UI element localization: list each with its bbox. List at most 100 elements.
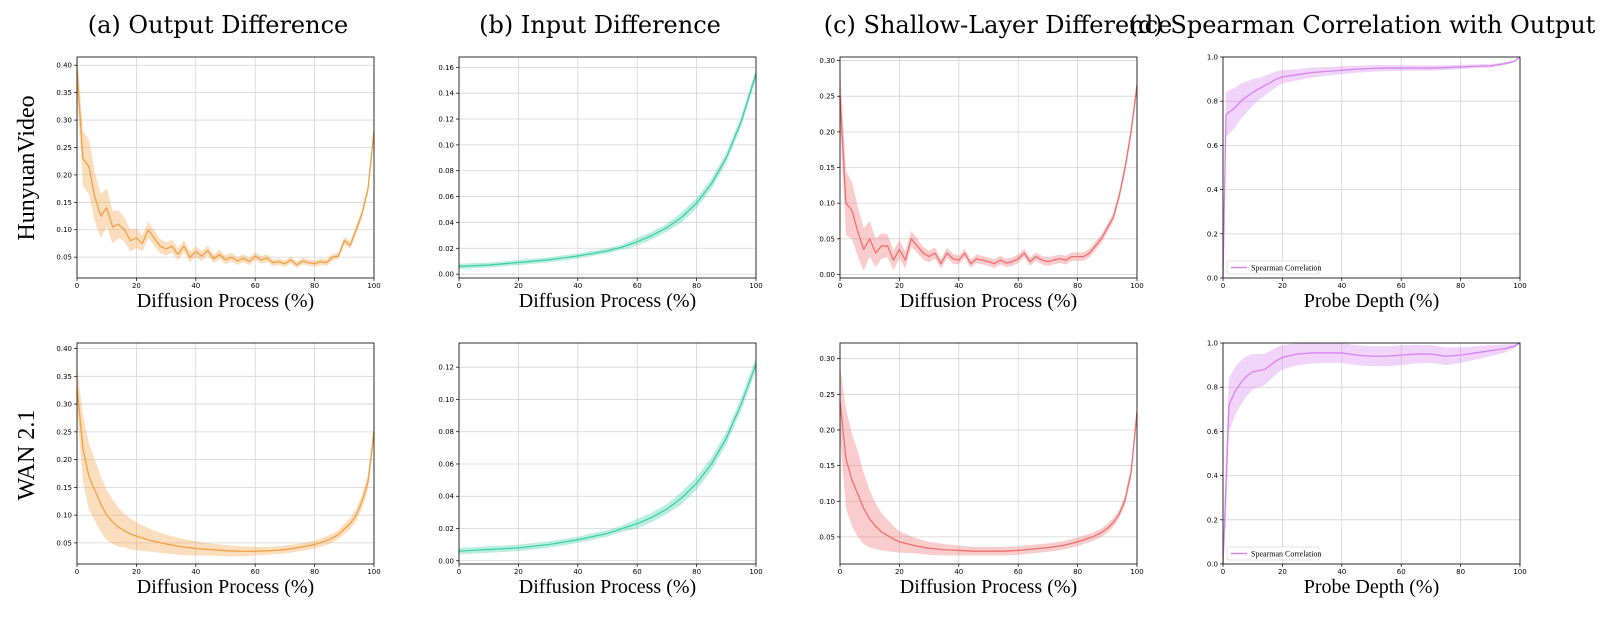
- series-confidence-band: [840, 365, 1137, 556]
- x-tick-label: 20: [895, 568, 904, 576]
- chart-panel-6: 0 20 40 60 80 100 0.00 0.02 0.04 0.06 0.08 0.10 0.12…: [438, 342, 763, 598]
- y-tick-label: 0.8: [1207, 98, 1218, 106]
- y-tick-label: 0.2: [1207, 516, 1218, 524]
- y-tick-label: 0.00: [438, 271, 454, 279]
- y-tick-label: 0.08: [438, 428, 454, 436]
- legend: Spearman Correlation: [1226, 546, 1321, 561]
- x-tick-label: 80: [1456, 568, 1465, 576]
- x-tick-label: 0: [75, 282, 79, 290]
- y-tick-label: 0.6: [1207, 428, 1219, 436]
- x-tick-label: 60: [1397, 282, 1406, 290]
- series-confidence-band: [77, 365, 374, 557]
- x-axis-label: Diffusion Process (%): [900, 576, 1077, 598]
- series-confidence-band: [1223, 57, 1520, 278]
- row-label-1: HunyuanVideo: [14, 95, 40, 240]
- y-tick-label: 0.14: [438, 90, 454, 98]
- plot-frame: [458, 56, 757, 279]
- y-tick-label: 0.05: [56, 539, 72, 547]
- x-tick-label: 100: [1130, 568, 1143, 576]
- y-tick-label: 0.30: [56, 117, 72, 125]
- series-line: [76, 70, 375, 266]
- y-tick-label: 0.20: [819, 426, 835, 434]
- y-tick-label: 0.0: [1207, 275, 1218, 283]
- y-tick-label: 0.6: [1207, 142, 1219, 150]
- x-tick-label: 20: [895, 282, 904, 290]
- y-tick-label: 0.20: [56, 456, 72, 464]
- y-tick-label: 0.10: [819, 200, 835, 208]
- legend-entry: Spearman Correlation: [1251, 264, 1321, 273]
- x-tick-label: 40: [573, 282, 582, 290]
- y-tick-label: 0.20: [819, 128, 835, 136]
- x-tick-label: 20: [1278, 568, 1287, 576]
- x-tick-label: 40: [1337, 568, 1346, 576]
- column-title-1: (a) Output Difference: [88, 11, 348, 39]
- y-tick-label: 0.25: [56, 428, 72, 436]
- series-line: [839, 85, 1138, 265]
- x-tick-label: 40: [191, 282, 200, 290]
- y-tick-label: 0.40: [56, 345, 72, 353]
- x-tick-label: 20: [1278, 282, 1287, 290]
- y-tick-label: 0.35: [56, 89, 72, 97]
- chart-panel-2: 0 20 40 60 80 100 0.00 0.02 0.04 0.06 0.08 0.10 0.12…: [438, 56, 763, 312]
- y-tick-label: 0.30: [819, 355, 835, 363]
- y-tick-label: 0.12: [438, 364, 454, 372]
- y-tick-label: 0.25: [819, 93, 835, 101]
- x-axis-label: Diffusion Process (%): [900, 290, 1077, 312]
- chart-panel-1: 0 20 40 60 80 100 0.05 0.10 0.15 0.20 0.25 0.30 0.35…: [56, 51, 381, 312]
- x-tick-label: 100: [1513, 568, 1526, 576]
- y-tick-label: 0.25: [819, 391, 835, 399]
- x-axis-label: Diffusion Process (%): [137, 576, 314, 598]
- x-tick-label: 0: [1221, 568, 1225, 576]
- x-tick-label: 60: [633, 568, 642, 576]
- y-tick-label: 0.02: [438, 245, 454, 253]
- x-tick-label: 20: [514, 568, 523, 576]
- y-tick-label: 0.10: [819, 498, 835, 506]
- y-tick-label: 0.0: [1207, 561, 1218, 569]
- y-tick-label: 0.05: [56, 254, 72, 262]
- x-tick-label: 80: [692, 568, 701, 576]
- x-tick-label: 60: [1397, 568, 1406, 576]
- x-tick-label: 60: [633, 282, 642, 290]
- x-tick-label: 40: [954, 282, 963, 290]
- x-tick-label: 100: [749, 282, 762, 290]
- series-line: [458, 73, 757, 268]
- y-tick-label: 1.0: [1207, 340, 1218, 348]
- series-line: [1222, 56, 1521, 279]
- column-title-3: (c) Shallow-Layer Difference: [824, 11, 1173, 39]
- x-tick-label: 20: [514, 282, 523, 290]
- y-tick-label: 0.15: [56, 484, 72, 492]
- legend-entry: Spearman Correlation: [1251, 550, 1321, 559]
- x-tick-label: 40: [191, 568, 200, 576]
- x-tick-label: 0: [1221, 282, 1225, 290]
- y-tick-label: 0.10: [438, 141, 454, 149]
- x-tick-label: 40: [573, 568, 582, 576]
- y-tick-label: 1.0: [1207, 54, 1218, 62]
- y-tick-label: 0.06: [438, 460, 454, 468]
- x-tick-label: 0: [838, 568, 842, 576]
- y-tick-label: 0.05: [819, 533, 835, 541]
- series-confidence-band: [840, 67, 1137, 271]
- legend-box: [1226, 260, 1320, 275]
- y-tick-label: 0.10: [56, 226, 72, 234]
- y-tick-label: 0.10: [56, 512, 72, 520]
- y-tick-label: 0.10: [438, 396, 454, 404]
- x-axis-label: Probe Depth (%): [1304, 290, 1440, 312]
- column-title-4: (d) Spearman Correlation with Output: [1129, 11, 1596, 39]
- chart-panel-8: 0 20 40 60 80 100 0.0 0.2 0.4 0.6 0.8 1.0 Probe Dept…: [1207, 340, 1527, 599]
- x-tick-label: 80: [1073, 282, 1082, 290]
- x-tick-label: 60: [1014, 282, 1023, 290]
- x-axis-label: Probe Depth (%): [1304, 576, 1440, 598]
- y-tick-label: 0.30: [56, 401, 72, 409]
- row-label-2: WAN 2.1: [14, 410, 40, 501]
- y-tick-label: 0.4: [1207, 472, 1219, 480]
- x-tick-label: 80: [1456, 282, 1465, 290]
- x-axis-label: Diffusion Process (%): [519, 576, 696, 598]
- y-tick-label: 0.4: [1207, 186, 1219, 194]
- x-tick-label: 0: [457, 282, 461, 290]
- plot-frame: [76, 342, 375, 565]
- plot-frame: [76, 56, 375, 279]
- plot-frame: [458, 342, 757, 565]
- x-tick-label: 40: [1337, 282, 1346, 290]
- x-axis-label: Diffusion Process (%): [137, 290, 314, 312]
- series-confidence-band: [459, 68, 756, 269]
